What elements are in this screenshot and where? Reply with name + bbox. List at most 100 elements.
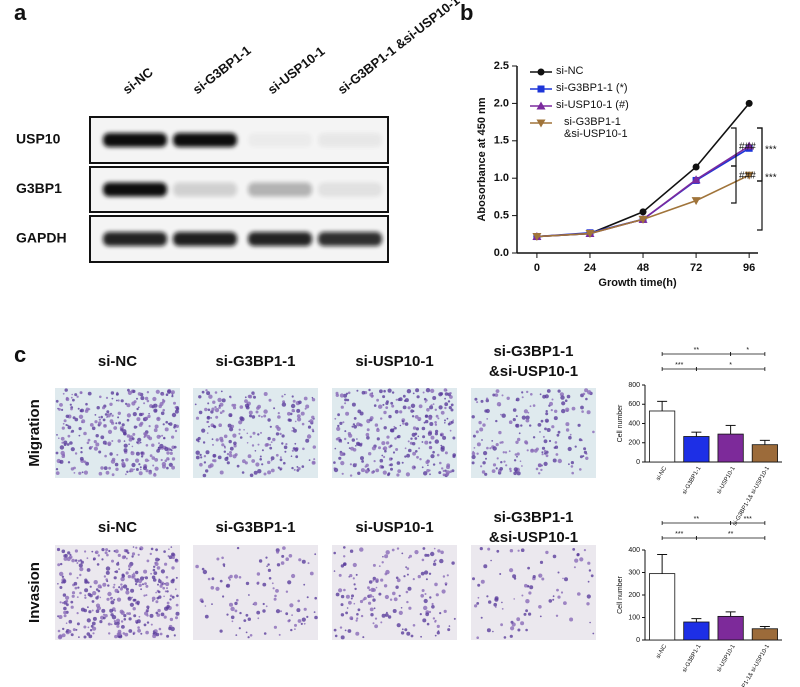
cell (436, 624, 440, 629)
cell (132, 607, 136, 611)
cell (227, 576, 231, 579)
cell (306, 596, 309, 599)
cell (90, 624, 94, 628)
cell (157, 590, 161, 594)
cell (267, 460, 271, 465)
cell (207, 464, 212, 469)
cell (296, 408, 301, 413)
cell (527, 411, 530, 414)
cell (217, 397, 222, 403)
cell (229, 396, 232, 399)
cell (343, 546, 346, 549)
cell (121, 586, 124, 589)
column-header: si-G3BP1-1 (215, 519, 295, 536)
cell (340, 613, 345, 617)
cell (426, 459, 429, 462)
cell (412, 578, 415, 581)
panel-label: c (14, 342, 26, 367)
cell (367, 586, 370, 590)
cell (313, 611, 316, 613)
cell (234, 601, 238, 606)
cell (385, 550, 390, 555)
cell (145, 630, 149, 635)
cell (214, 408, 220, 413)
cell (171, 465, 176, 470)
cell (354, 587, 357, 591)
cell (499, 573, 502, 575)
cell (408, 606, 412, 610)
cell (101, 558, 104, 561)
cell (233, 441, 237, 446)
cell (157, 446, 160, 449)
cell (424, 553, 428, 557)
cell (435, 414, 439, 418)
cell (138, 463, 141, 466)
cell (60, 450, 65, 456)
cell (76, 612, 79, 615)
cell (417, 574, 421, 579)
cell (576, 553, 580, 557)
cell (450, 420, 454, 424)
cell (340, 635, 345, 640)
cell (263, 409, 268, 414)
cell (525, 441, 529, 445)
cell (344, 430, 347, 433)
cell (433, 560, 436, 563)
cell (359, 547, 364, 552)
cell (165, 576, 169, 579)
cell (500, 461, 503, 464)
cell (68, 555, 73, 559)
cell (152, 568, 156, 572)
cell (268, 577, 272, 580)
cell (345, 594, 350, 599)
cell (527, 566, 530, 570)
cell (412, 426, 417, 430)
cell (61, 441, 64, 444)
cell (545, 410, 548, 413)
cell (142, 583, 144, 586)
cell (343, 562, 347, 566)
cell (251, 444, 255, 447)
cell (434, 439, 439, 444)
cell (530, 448, 535, 453)
cell (520, 548, 525, 552)
annotation: ### (739, 171, 756, 182)
cell (270, 441, 273, 443)
cell (501, 608, 504, 610)
y-tick-label: 100 (628, 614, 640, 621)
cell (503, 636, 507, 639)
cell (104, 413, 108, 416)
cell (373, 607, 376, 610)
cell (81, 471, 84, 474)
legend-entry: si-G3BP1-1 &si-USP10-1 (564, 116, 628, 140)
cell (74, 417, 79, 422)
cell (552, 554, 557, 559)
cell (304, 407, 307, 410)
cell (128, 437, 133, 442)
cell (144, 611, 149, 616)
cell (396, 623, 401, 628)
cell (406, 631, 411, 636)
cell (210, 417, 212, 419)
bracket (757, 127, 763, 182)
cell (106, 553, 109, 557)
cell (108, 632, 111, 635)
cell (228, 453, 233, 458)
cell (486, 595, 489, 598)
cell (111, 397, 114, 400)
cell (69, 553, 72, 556)
legend-entry: si-NC (556, 65, 584, 77)
cell (55, 468, 59, 471)
cell (260, 415, 263, 418)
cell (102, 406, 106, 410)
cell (361, 390, 366, 395)
cell (224, 446, 226, 449)
cell (111, 440, 114, 442)
cell (127, 390, 132, 395)
cell (101, 548, 105, 552)
cell (408, 448, 412, 453)
cell (404, 455, 407, 458)
cell (136, 600, 140, 605)
cell (380, 578, 384, 582)
cell (267, 568, 271, 573)
